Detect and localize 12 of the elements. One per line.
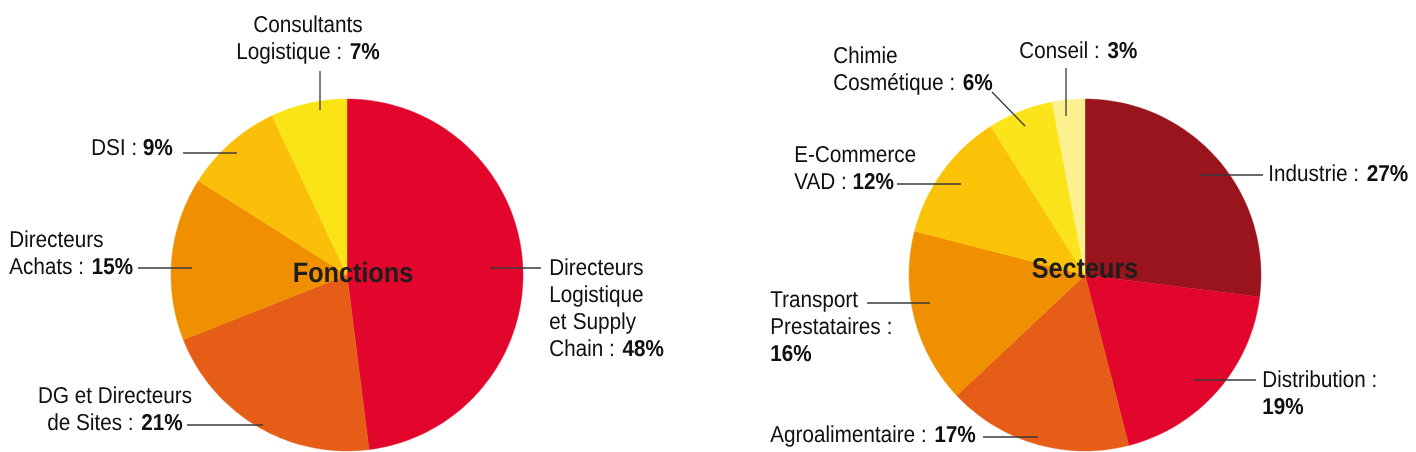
slice-label: Distribution : 19% [1263,370,1376,415]
slice-label: Transport Prestataires : 16% [770,291,891,362]
slice-label: Conseil : 3% [1020,41,1137,59]
slice-label: DG et Directeurs de Sites : 21% [39,386,192,431]
slice-label: Industrie : 27% [1270,164,1408,182]
slice-label: Directeurs Achats : 15% [9,230,133,275]
slice-label: E-Commerce VAD : 12% [794,145,916,190]
slice-label: Consultants Logistique : 7% [237,15,380,64]
slice-label: Directeurs Logistique et Supply Chain : 48% [550,258,664,357]
slice-label: Chimie Cosmétique : 6% [834,46,993,95]
slice-label: DSI : 9% [92,138,173,156]
slice-label: Agroalimentaire : 17% [770,425,976,447]
